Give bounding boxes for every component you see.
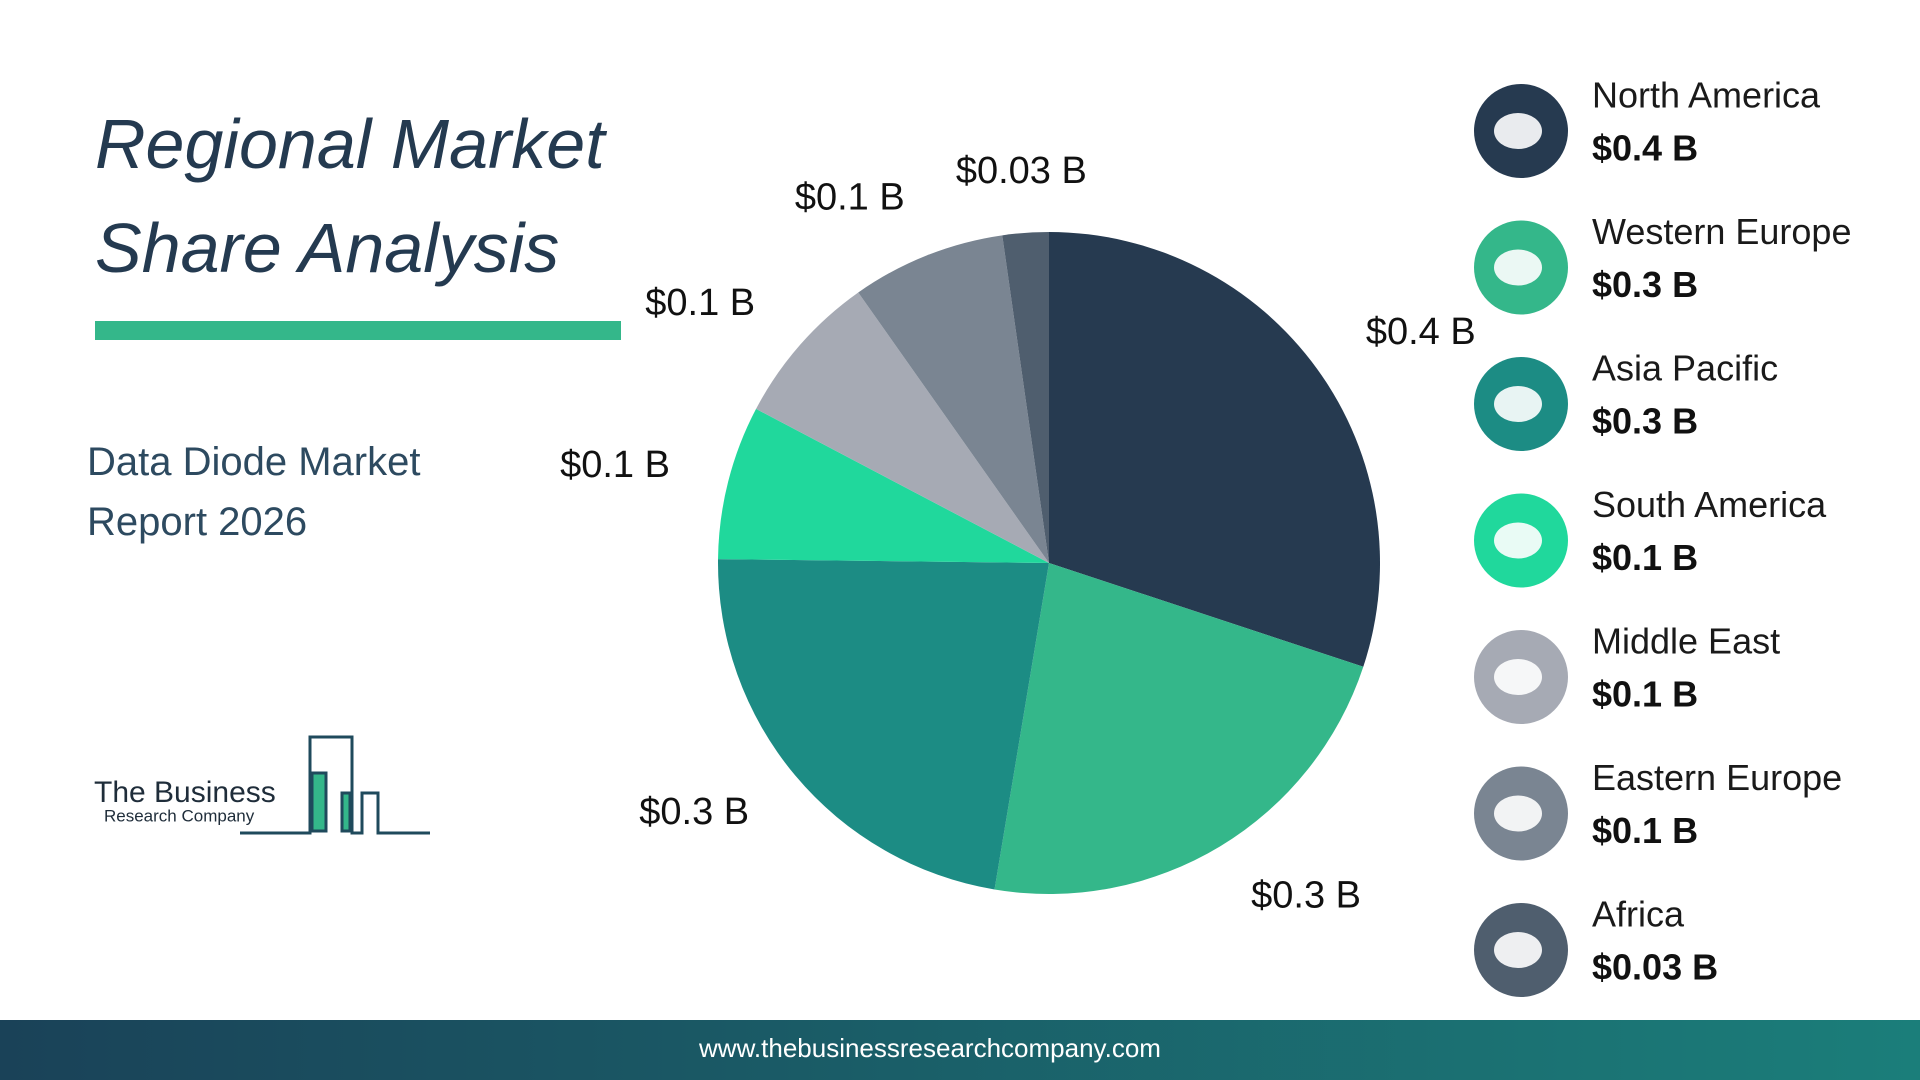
pie-slice	[718, 408, 1049, 563]
legend-value: $0.4 B	[1592, 128, 1698, 169]
legend-label: North America	[1592, 75, 1821, 116]
data-label: $0.1 B	[560, 444, 670, 486]
pie-slice	[718, 559, 1049, 890]
legend-label: Asia Pacific	[1592, 348, 1778, 389]
legend-icon-shape	[1494, 386, 1542, 422]
data-label: $0.3 B	[1251, 875, 1361, 917]
pie-slice	[858, 235, 1049, 563]
chart-title: Regional Market Share Analysis	[95, 105, 605, 287]
legend-icon-shape	[1494, 522, 1542, 559]
legend-label: Western Europe	[1592, 211, 1851, 252]
legend-icon-shape	[1494, 113, 1542, 149]
legend-value: $0.3 B	[1592, 401, 1698, 442]
data-label: $0.1 B	[795, 177, 905, 219]
logo-text: The Business	[94, 776, 276, 809]
legend-label: Eastern Europe	[1592, 757, 1842, 798]
chart-subtitle: Data Diode Market Report 2026	[87, 440, 421, 544]
pie-slice	[756, 292, 1049, 563]
legend-label: Middle East	[1592, 621, 1780, 662]
data-label: $0.4 B	[1366, 311, 1476, 353]
data-label: $0.1 B	[645, 282, 755, 324]
legend-value: $0.1 B	[1592, 674, 1698, 715]
legend-label: Africa	[1592, 894, 1685, 935]
legend-icon-shape	[1494, 795, 1542, 832]
pie-slice	[1049, 232, 1380, 667]
data-label: $0.03 B	[956, 150, 1087, 192]
footer-url: www.thebusinessresearchcompany.com	[698, 1033, 1161, 1063]
data-label: $0.3 B	[639, 791, 749, 833]
legend-icon-shape	[1494, 932, 1542, 968]
pie-slice	[1002, 232, 1049, 563]
legend-value: $0.3 B	[1592, 264, 1698, 305]
pie-slice	[994, 563, 1364, 894]
title-underline	[95, 321, 621, 340]
legend-label: South America	[1592, 484, 1827, 525]
legend-icon-shape	[1494, 249, 1542, 286]
legend-icon-shape	[1494, 659, 1542, 695]
legend-value: $0.1 B	[1592, 810, 1698, 851]
legend-value: $0.03 B	[1592, 947, 1718, 988]
legend-value: $0.1 B	[1592, 537, 1698, 578]
footer	[0, 1020, 1920, 1080]
logo	[240, 735, 430, 835]
logo-text: Research Company	[104, 806, 255, 825]
